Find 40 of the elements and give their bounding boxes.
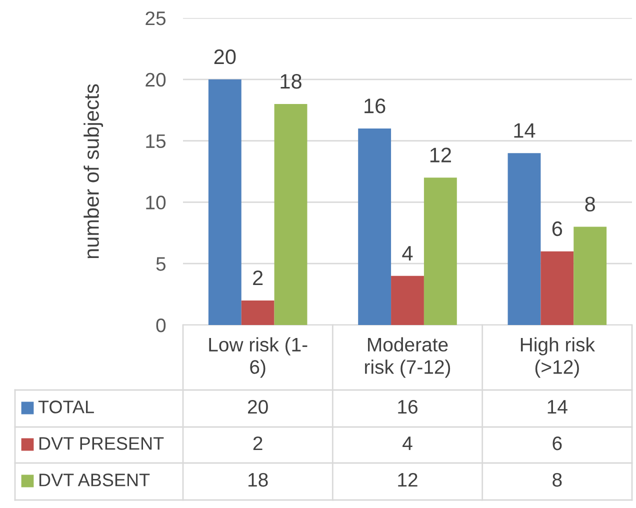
bar <box>358 128 392 325</box>
annotation: 16 <box>364 98 386 114</box>
data-label: 4 <box>402 436 412 450</box>
x-tick-label: Moderate risk (7-12) <box>365 337 450 378</box>
annotation: 8 <box>585 196 595 212</box>
bar <box>424 178 457 325</box>
bar <box>391 276 424 325</box>
data-label: 18 <box>248 472 268 487</box>
bar <box>241 300 274 325</box>
y-tick-label: 10 <box>146 196 166 210</box>
data-label: 14 <box>548 400 568 414</box>
legend-label: TOTAL <box>38 400 94 414</box>
annotation: 12 <box>430 148 451 162</box>
bar <box>574 226 607 325</box>
y-tick-label: 5 <box>156 257 166 271</box>
data-label: 20 <box>248 400 268 414</box>
data-label: 8 <box>552 472 562 487</box>
data-label: 12 <box>398 472 418 487</box>
annotation: 4 <box>402 246 413 260</box>
y-tick-label: 0 <box>156 318 166 332</box>
bar <box>274 104 308 325</box>
data-label: 2 <box>253 436 262 450</box>
bar <box>540 251 574 325</box>
legend-label: DVT ABSENT <box>39 474 150 486</box>
y-axis-title: number of subjects <box>84 84 104 258</box>
y-tick-label: 25 <box>146 11 166 26</box>
x-tick-label: Low risk (1- 6) <box>209 337 308 378</box>
annotation: 6 <box>552 221 562 236</box>
y-tick-label: 15 <box>146 134 166 148</box>
data-label: 16 <box>398 400 418 414</box>
annotation: 20 <box>214 49 236 64</box>
bar <box>208 79 242 325</box>
data-label: 6 <box>552 436 562 450</box>
x-tick-label: High risk (>12) <box>520 337 596 378</box>
annotation: 18 <box>280 74 302 89</box>
y-tick-label: 20 <box>146 72 166 87</box>
annotation: 14 <box>514 123 536 138</box>
legend-label: DVT PRESENT <box>39 437 164 450</box>
annotation: 2 <box>253 270 263 286</box>
bar <box>508 153 541 325</box>
